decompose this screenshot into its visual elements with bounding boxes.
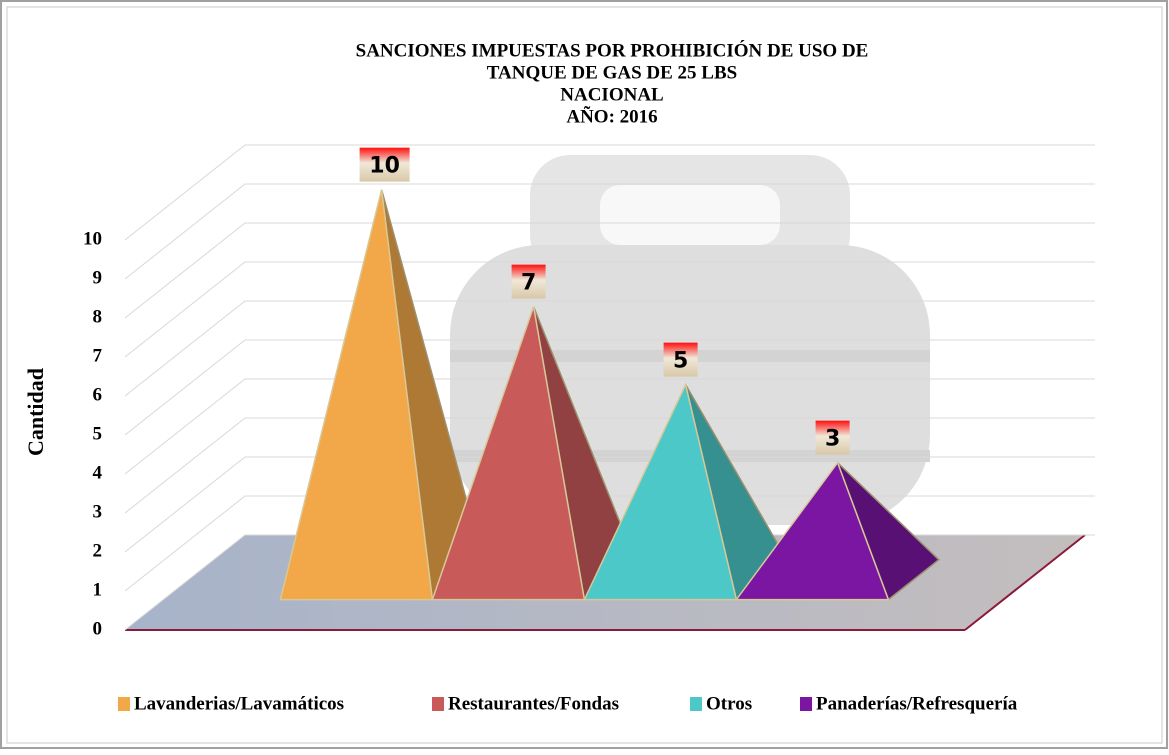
grid-line xyxy=(124,183,1095,280)
pyramid xyxy=(279,189,484,602)
chart-title: SANCIONES IMPUESTAS POR PROHIBICIÓN DE U… xyxy=(356,39,869,61)
y-tick-label: 9 xyxy=(93,267,103,288)
grid-line xyxy=(124,261,1095,358)
legend-swatch xyxy=(690,697,702,711)
y-tick-label: 7 xyxy=(93,345,103,366)
pyramid-front xyxy=(734,461,890,601)
y-tick-label: 6 xyxy=(93,384,103,405)
pyramid xyxy=(734,461,940,601)
legend-swatch xyxy=(432,697,444,711)
data-label: 5 xyxy=(673,349,688,374)
grid-line xyxy=(124,417,1095,514)
grid-line xyxy=(124,495,1095,592)
data-label-box xyxy=(359,147,410,182)
y-tick-label: 3 xyxy=(93,501,103,522)
legend-label: Otros xyxy=(706,693,752,714)
inner-frame xyxy=(6,6,1163,744)
grid-line xyxy=(124,378,1095,475)
y-tick-label: 5 xyxy=(93,423,103,444)
y-axis-label: Cantidad xyxy=(23,368,48,456)
data-label: 10 xyxy=(369,154,400,179)
data-label: 3 xyxy=(825,427,840,452)
pyramid xyxy=(431,306,636,601)
legend-swatch xyxy=(118,697,130,711)
y-tick-label: 0 xyxy=(93,618,103,639)
grid-line xyxy=(124,456,1095,553)
chart-title: AÑO: 2016 xyxy=(566,105,657,127)
grid-line xyxy=(124,339,1095,436)
chart-title: NACIONAL xyxy=(560,84,663,105)
legend-swatch xyxy=(800,697,812,711)
grid-line xyxy=(124,144,1095,241)
chart-title: TANQUE DE GAS DE 25 LBS xyxy=(487,62,737,83)
y-tick-label: 8 xyxy=(93,306,103,327)
data-label-box xyxy=(663,342,698,377)
legend-label: Restaurantes/Fondas xyxy=(448,693,619,714)
legend-label: Panaderías/Refresquería xyxy=(816,693,1018,714)
y-tick-label: 1 xyxy=(93,579,103,600)
data-label-box xyxy=(815,420,850,455)
data-label: 7 xyxy=(521,271,536,296)
grid-line xyxy=(124,222,1095,319)
y-tick-label: 10 xyxy=(83,228,102,249)
floor-edge xyxy=(964,534,1086,631)
y-tick-label: 4 xyxy=(93,462,103,483)
pyramid-front xyxy=(583,382,738,601)
data-label-box xyxy=(511,264,546,299)
y-tick-label: 2 xyxy=(93,540,103,561)
pyramid-front xyxy=(279,189,434,601)
pyramid-front xyxy=(431,306,586,601)
legend-label: Lavanderias/Lavamáticos xyxy=(134,693,344,714)
pyramid xyxy=(583,382,788,601)
grid-line xyxy=(124,300,1095,397)
